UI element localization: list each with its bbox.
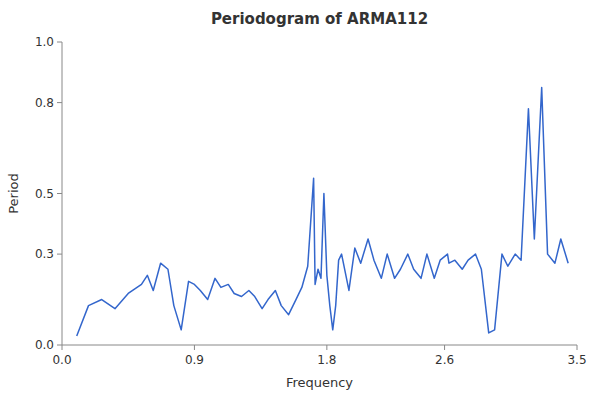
- y-tick-label: 0.5: [35, 187, 54, 201]
- y-tick: [57, 102, 62, 103]
- y-tick: [57, 193, 62, 194]
- x-tick-label: 1.8: [317, 353, 336, 367]
- x-tick: [62, 345, 63, 350]
- y-tick-label: 0.3: [35, 247, 54, 261]
- y-tick-label: 0.0: [35, 338, 54, 352]
- chart-svg: Periodogram of ARMA1120.00.91.82.63.50.0…: [0, 0, 599, 399]
- x-tick-label: 3.5: [567, 353, 586, 367]
- y-tick: [57, 345, 62, 346]
- y-tick-label: 1.0: [35, 35, 54, 49]
- x-axis-label: Frequency: [286, 375, 353, 390]
- plot-area: [77, 87, 568, 335]
- x-tick: [194, 345, 195, 350]
- y-tick-label: 0.8: [35, 96, 54, 110]
- title: Periodogram of ARMA112: [211, 10, 428, 28]
- x-tick-label: 0.9: [185, 353, 204, 367]
- x-tick: [326, 345, 327, 350]
- y-axis-label: Period: [6, 173, 21, 214]
- x-tick-label: 0.0: [52, 353, 71, 367]
- x-tick: [444, 345, 445, 350]
- y-tick: [57, 42, 62, 43]
- chart-container: Periodogram of ARMA1120.00.91.82.63.50.0…: [0, 0, 599, 399]
- y-tick: [57, 254, 62, 255]
- data-line: [77, 87, 568, 335]
- x-axis-line: [62, 345, 577, 346]
- x-tick: [577, 345, 578, 350]
- x-tick-label: 2.6: [435, 353, 454, 367]
- axes: 0.0 0.9 1.8 2.6 3.5 0.0 0.3 0.5 0.8 1.0: [35, 35, 587, 367]
